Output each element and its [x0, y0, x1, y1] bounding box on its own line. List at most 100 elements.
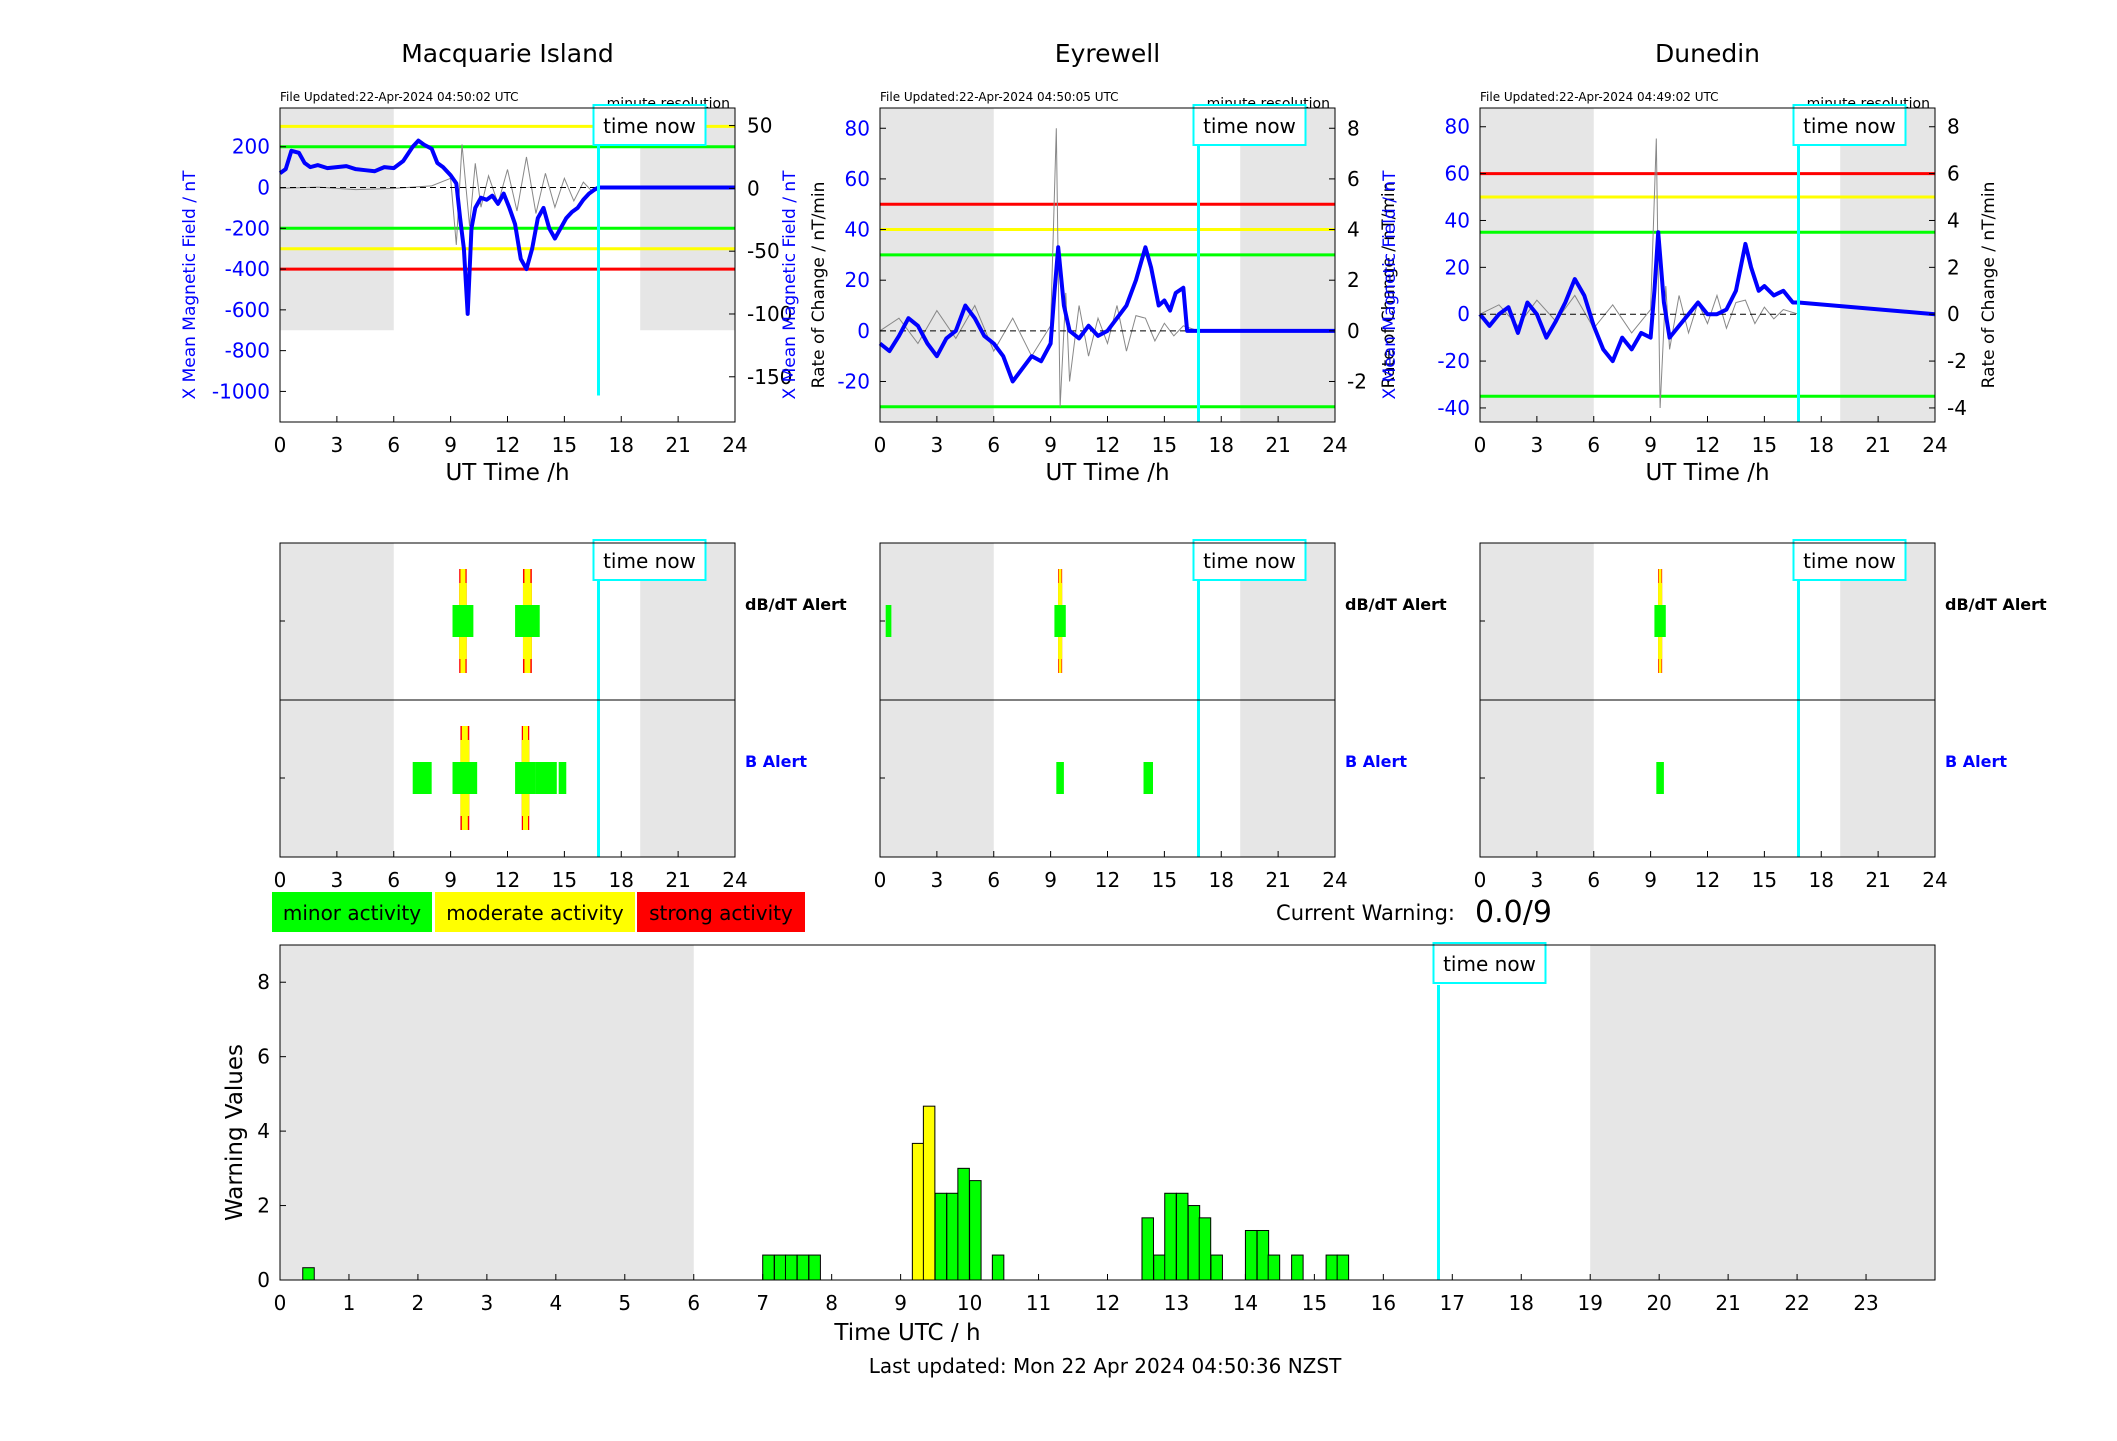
alert-panel-1: time now dB/dT Alert B Alert 0 3 6 9 12 15 18 21 24 [874, 539, 1447, 892]
b-alert-bar-minor [515, 762, 536, 794]
xtick-label: 7 [756, 1291, 769, 1315]
xtick-label: 3 [1531, 433, 1544, 457]
ytick-left-label: 60 [1445, 162, 1470, 186]
warning-bar [1256, 1229, 1270, 1281]
ytick-right-label: 0 [747, 176, 760, 200]
legend-swatch-strong [637, 892, 805, 932]
b-alert-bar-minor [1143, 762, 1153, 794]
xtick-label: 24 [1322, 433, 1347, 457]
b-alert-bar-minor [1056, 762, 1064, 794]
ytick-left-label: -600 [225, 298, 270, 322]
x-axis-label: UT Time /h [1045, 460, 1169, 486]
xtick-label: 12 [1695, 433, 1720, 457]
warning-bar [934, 1192, 948, 1281]
xtick-label: 18 [1809, 868, 1834, 892]
xtick-label: 0 [274, 1291, 287, 1315]
y-axis-label-right: Rate of Change / nT/min [809, 182, 829, 389]
xtick-label: 0 [874, 868, 887, 892]
x-axis-label: Time UTC / h [833, 1320, 980, 1346]
xtick-label: 14 [1233, 1291, 1258, 1315]
xtick-label: 16 [1371, 1291, 1396, 1315]
dbdt-alert-bar-minor [452, 605, 474, 637]
b-alert-bar-minor [535, 762, 557, 794]
warning-bar [1153, 1254, 1166, 1281]
time-now-box [592, 539, 707, 581]
warning-bar [957, 1167, 970, 1281]
ytick-right-label: -4 [1947, 396, 1967, 420]
dbdt-alert-bar-minor [885, 605, 892, 637]
xtick-label: 24 [722, 433, 747, 457]
ytick-left-label: -800 [225, 339, 270, 363]
time-now-label: time now [1803, 549, 1896, 573]
station-title: Dunedin [1655, 39, 1760, 68]
xtick-label: 12 [495, 868, 520, 892]
xtick-label: 12 [1695, 868, 1720, 892]
time-now-label: time now [603, 114, 696, 138]
xtick-label: 24 [1922, 868, 1947, 892]
xtick-label: 21 [1265, 868, 1290, 892]
time-now-box [1432, 942, 1547, 984]
xtick-label: 15 [1152, 433, 1177, 457]
ytick-right-label: 50 [747, 114, 772, 138]
xtick-label: 21 [1865, 868, 1890, 892]
warning-bar [969, 1180, 982, 1281]
xtick-label: 0 [274, 868, 287, 892]
ytick-right-label: 2 [1347, 268, 1360, 292]
file-updated-label: File Updated:22-Apr-2024 04:50:02 UTC [280, 90, 519, 104]
current-warning-value: 0.0/9 [1475, 895, 1552, 930]
xtick-label: 18 [609, 433, 634, 457]
night-shade [1840, 108, 1935, 422]
ytick-right-label: -2 [1347, 369, 1367, 393]
xtick-label: 15 [1152, 868, 1177, 892]
time-now-label: time now [1803, 114, 1896, 138]
ytick-left-label: 0 [1457, 302, 1470, 326]
ytick-label: 6 [257, 1045, 270, 1069]
x-axis-label: UT Time /h [1645, 460, 1769, 486]
night-shade [1480, 108, 1594, 422]
xtick-label: 21 [665, 868, 690, 892]
xtick-label: 9 [1044, 868, 1057, 892]
xtick-label: 18 [1209, 433, 1234, 457]
legend-label-strong: strong activity [649, 901, 793, 925]
dbdt-alert-label: dB/dT Alert [745, 595, 847, 614]
ytick-right-label: 4 [1347, 218, 1360, 242]
time-now-label: time now [1203, 114, 1296, 138]
y-axis-label-left: X Mean Magnetic Field / nT [180, 170, 200, 400]
ytick-right-label: 0 [1947, 302, 1960, 326]
xtick-label: 2 [412, 1291, 425, 1315]
ytick-left-label: 40 [1445, 208, 1470, 232]
xtick-label: 6 [1587, 433, 1600, 457]
xtick-label: 0 [1474, 868, 1487, 892]
y-axis-label-right: Rate of Change / nT/min [1379, 182, 1399, 389]
xtick-label: 9 [1044, 433, 1057, 457]
ytick-right-label: 0 [1347, 319, 1360, 343]
xtick-label: 9 [894, 1291, 907, 1315]
xtick-label: 19 [1577, 1291, 1602, 1315]
ytick-left-label: 20 [1445, 255, 1470, 279]
xtick-label: 6 [1587, 868, 1600, 892]
b-alert-label: B Alert [745, 752, 807, 771]
warning-bar [773, 1254, 787, 1281]
dbdt-alert-label: dB/dT Alert [1945, 595, 2047, 614]
xtick-label: 12 [1095, 433, 1120, 457]
ytick-right-label: -50 [747, 239, 780, 263]
current-warning-label: Current Warning: [1276, 901, 1455, 925]
ytick-label: 2 [257, 1194, 270, 1218]
legend-swatch-moderate [435, 892, 635, 932]
ytick-left-label: -20 [1437, 349, 1470, 373]
warning-bar [1175, 1192, 1189, 1281]
xtick-label: 18 [609, 868, 634, 892]
warning-bar [302, 1267, 315, 1281]
station-panel-2: Dunedin File Updated:22-Apr-2024 04:49:02… [1380, 39, 1999, 486]
xtick-label: 9 [1644, 433, 1657, 457]
ytick-left-label: 200 [232, 135, 270, 159]
station-panel-1: Eyrewell File Updated:22-Apr-2024 04:50:0… [780, 39, 1399, 486]
warning-bar [991, 1254, 1005, 1281]
xtick-label: 15 [552, 868, 577, 892]
night-shade [880, 108, 994, 422]
time-now-label: time now [603, 549, 696, 573]
warning-bar [1291, 1254, 1304, 1281]
warning-bar [1164, 1192, 1177, 1281]
b-alert-label: B Alert [1345, 752, 1407, 771]
